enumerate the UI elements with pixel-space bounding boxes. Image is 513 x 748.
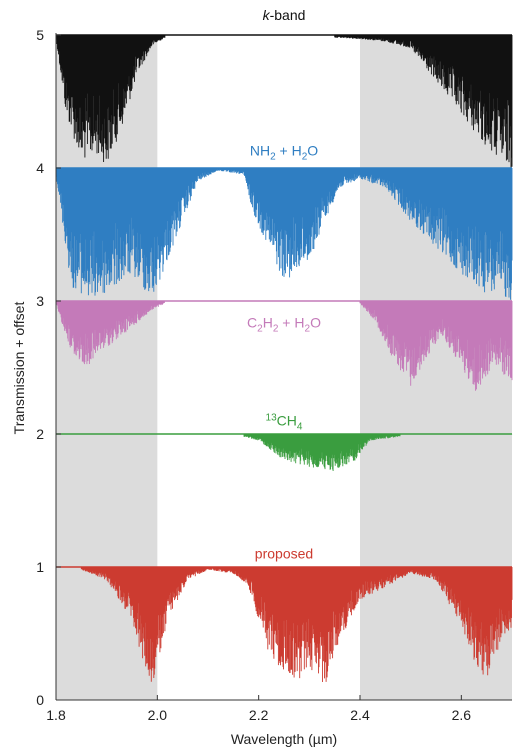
- series-labels: k-band NH2 + H2O C2H2 + H2O 13CH4 proposed: [247, 7, 321, 562]
- y-tick-label-2: 2: [36, 426, 44, 442]
- y-tick-label-4: 4: [36, 160, 44, 176]
- series-label-0: k-band: [263, 7, 306, 23]
- series-label-3: 13CH4: [266, 413, 303, 433]
- y-tick-label-5: 5: [36, 27, 44, 43]
- series-layer: [55, 34, 513, 682]
- x-tick-label-3: 2.4: [350, 707, 370, 723]
- x-tick-label-2: 2.2: [249, 707, 269, 723]
- series-label-1: NH2 + H2O: [250, 143, 318, 163]
- series-label-2: C2H2 + H2O: [247, 314, 321, 334]
- x-axis-title: Wavelength (µm): [231, 731, 337, 747]
- x-tick-label-4: 2.6: [452, 707, 472, 723]
- y-axis-title: Transmission + offset: [11, 302, 27, 435]
- x-tick-label-0: 1.8: [46, 707, 66, 723]
- axes: 0 1 2 3 4 5 1.8 2.0 2.2 2.4 2.6: [36, 27, 512, 723]
- y-tick-label-3: 3: [36, 293, 44, 309]
- series-label-4: proposed: [255, 546, 313, 562]
- y-tick-label-1: 1: [36, 559, 44, 575]
- y-tick-label-0: 0: [36, 692, 44, 708]
- x-tick-label-1: 2.0: [148, 707, 168, 723]
